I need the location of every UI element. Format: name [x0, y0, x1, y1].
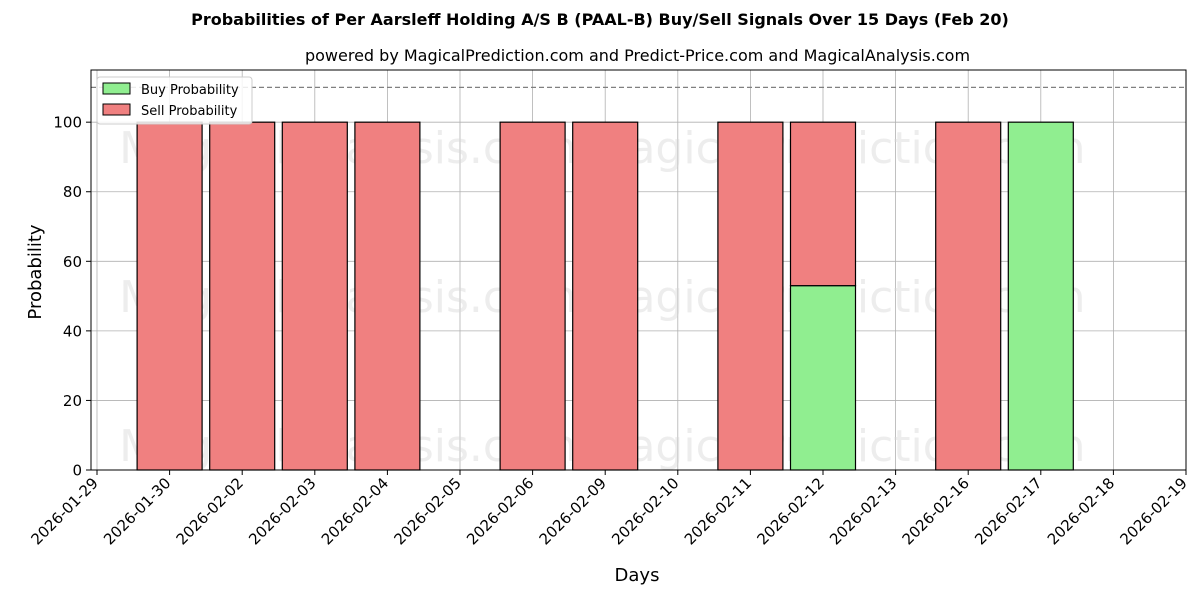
sell-bar — [209, 121, 276, 471]
x-tick-label: 2026-02-11 — [681, 474, 755, 548]
x-tick-label: 2026-01-30 — [100, 474, 174, 548]
x-tick-label: 2026-02-18 — [1044, 474, 1118, 548]
x-tick-label: 2026-02-13 — [826, 474, 900, 548]
sell-bar — [281, 121, 348, 471]
y-tick-label: 0 — [72, 462, 82, 480]
y-axis-label: Probability — [25, 224, 46, 319]
x-tick-label: 2026-01-29 — [27, 474, 101, 548]
x-tick-label: 2026-02-04 — [318, 474, 392, 548]
legend-swatch — [102, 103, 131, 116]
x-tick-label: 2026-02-12 — [753, 474, 827, 548]
y-tick-label: 60 — [63, 253, 82, 271]
plot-frame — [90, 69, 1187, 471]
x-tick-label: 2026-02-06 — [463, 474, 537, 548]
legend: Buy Probability Sell Probability — [96, 76, 253, 125]
sell-bar — [789, 121, 857, 287]
sell-bar — [935, 121, 1002, 471]
sell-bar — [572, 121, 639, 471]
y-tick-label: 80 — [63, 183, 82, 201]
legend-box — [96, 76, 253, 125]
x-tick-label: 2026-02-10 — [608, 474, 682, 548]
x-tick-label: 2026-02-03 — [245, 474, 319, 548]
x-tick-label: 2026-02-16 — [899, 474, 973, 548]
x-tick-label: 2026-02-02 — [173, 474, 247, 548]
legend-swatch — [102, 82, 131, 95]
sell-bar — [717, 121, 784, 471]
x-tick-label: 2026-02-17 — [971, 474, 1045, 548]
chart-subtitle: powered by MagicalPrediction.com and Pre… — [304, 46, 971, 65]
chart-title: Probabilities of Per Aarsleff Holding A/… — [191, 10, 1009, 29]
buy-bar — [1007, 121, 1074, 471]
legend-label: Sell Probability — [141, 104, 238, 119]
buy-bar — [789, 285, 857, 471]
sell-bar — [499, 121, 566, 471]
y-tick-label: 100 — [53, 114, 82, 132]
sell-bar — [136, 121, 203, 471]
bars-layer — [136, 121, 1074, 471]
y-tick-label: 20 — [63, 392, 82, 410]
x-axis-label: Days — [615, 565, 660, 586]
y-tick-label: 40 — [63, 322, 82, 340]
legend-label: Buy Probability — [141, 83, 239, 98]
x-tick-label: 2026-02-09 — [536, 474, 610, 548]
x-tick-label: 2026-02-05 — [390, 474, 464, 548]
x-tick-label: 2026-02-19 — [1116, 474, 1190, 548]
sell-bar — [354, 121, 421, 471]
